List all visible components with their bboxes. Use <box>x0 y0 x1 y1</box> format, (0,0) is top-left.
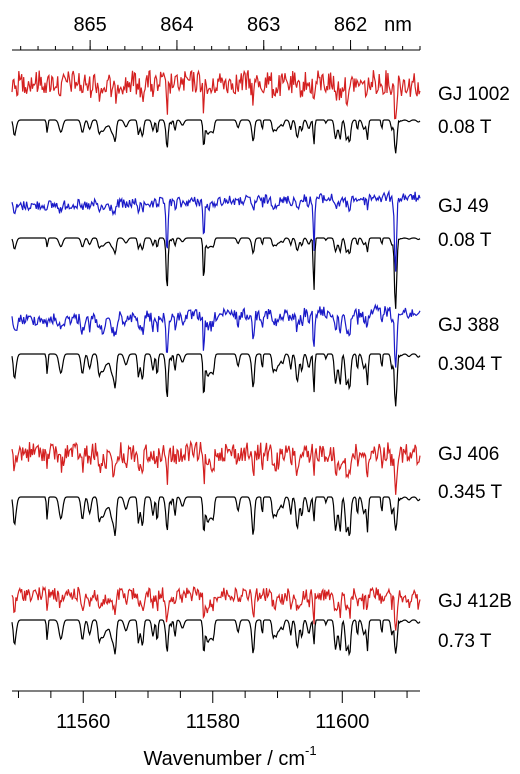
star-label: GJ 406 <box>438 444 499 465</box>
top-tick-label: 864 <box>160 14 193 36</box>
model-spectrum-line <box>11 353 421 407</box>
top-tick-label: 865 <box>73 14 106 36</box>
star-label: GJ 49 <box>438 196 489 217</box>
star-label: GJ 388 <box>438 315 499 336</box>
bottom-axis: 11560 11580 11600 <box>12 690 420 733</box>
x-axis-title: Wavenumber / cm-1 <box>143 743 316 770</box>
observed-spectrum-line <box>11 585 421 631</box>
top-axis: 865 864 863 862 nm <box>12 14 421 51</box>
field-label: 0.345 T <box>438 482 502 503</box>
field-label: 0.304 T <box>438 354 502 375</box>
spectrum-labels: GJ 1002 0.08 T GJ 49 0.08 T GJ 388 0.304 T GJ … <box>438 84 512 652</box>
top-tick-label: 863 <box>247 14 280 36</box>
plot-area <box>11 69 421 657</box>
observed-spectrum-line <box>11 69 421 120</box>
model-spectrum-line <box>11 237 421 309</box>
bottom-tick-label: 11600 <box>315 711 369 733</box>
top-axis-unit: nm <box>384 14 412 36</box>
field-label: 0.08 T <box>438 117 492 138</box>
top-tick-label: 862 <box>334 14 367 36</box>
star-label: GJ 1002 <box>438 84 510 105</box>
bottom-tick-label: 11580 <box>186 711 240 733</box>
field-label: 0.08 T <box>438 230 492 251</box>
model-spectrum-line <box>11 619 421 657</box>
bottom-tick-label: 11560 <box>56 711 110 733</box>
observed-spectrum-line <box>11 439 421 495</box>
star-label: GJ 412B <box>438 591 512 612</box>
observed-spectrum-line <box>11 303 421 368</box>
model-spectrum-line <box>11 496 421 537</box>
model-spectrum-line <box>11 119 421 154</box>
field-label: 0.73 T <box>438 631 492 652</box>
observed-spectrum-line <box>11 189 421 272</box>
